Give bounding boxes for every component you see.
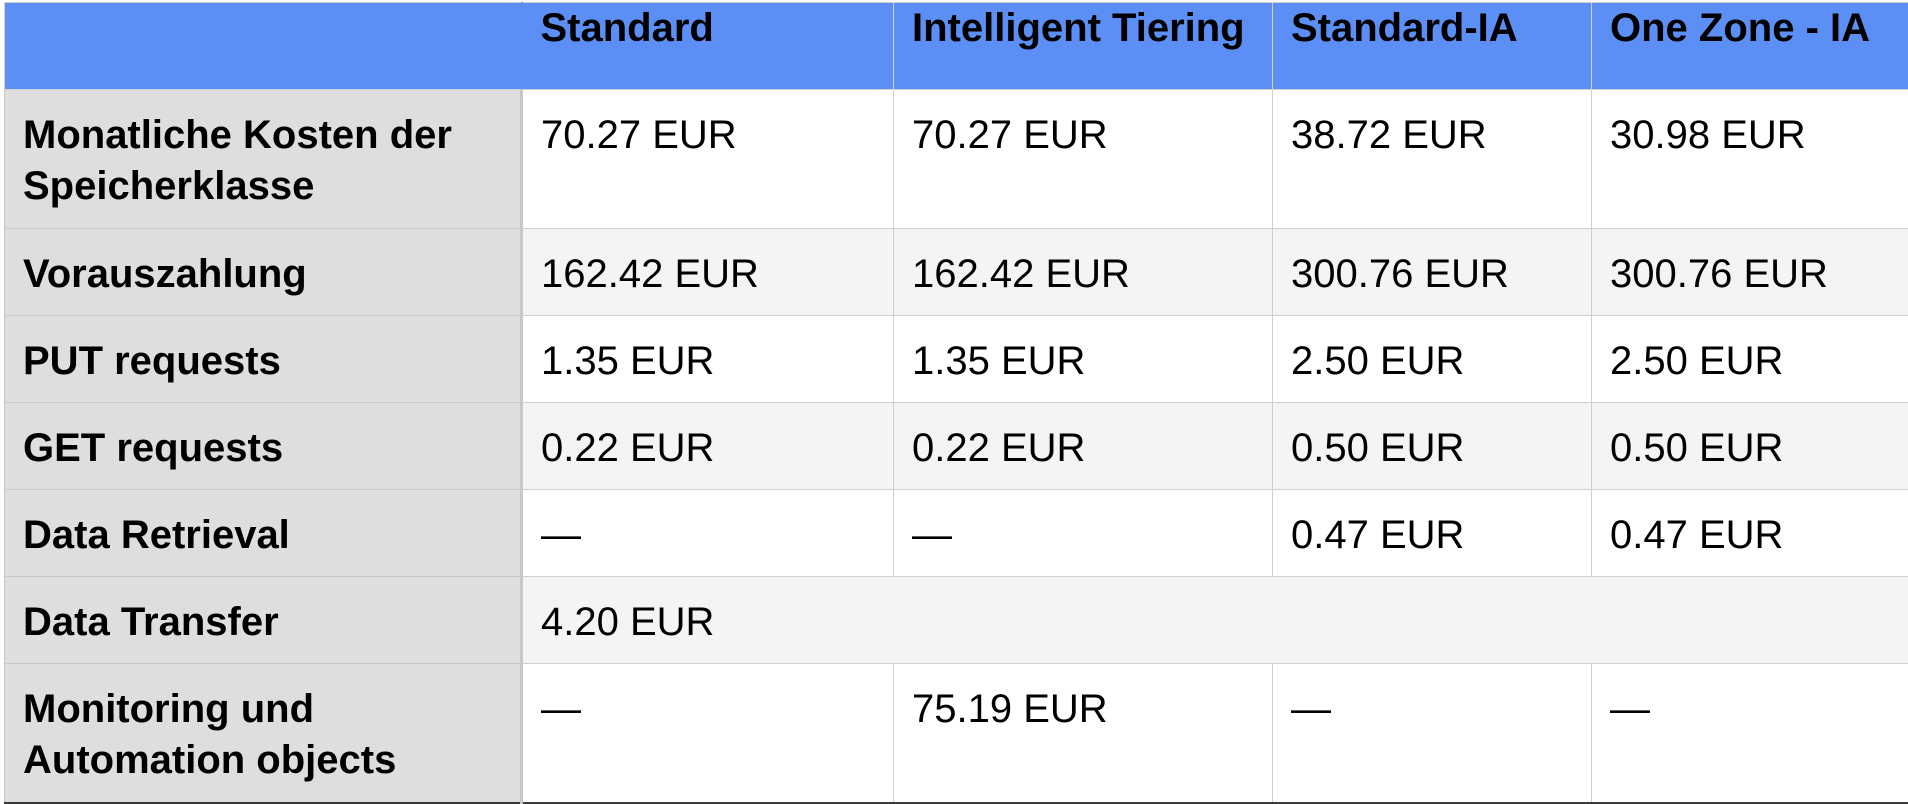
table-cell: 0.50 EUR	[1592, 403, 1908, 490]
table-cell: 2.50 EUR	[1592, 316, 1908, 403]
header-standard: Standard	[522, 3, 894, 90]
table-cell: 0.22 EUR	[894, 403, 1273, 490]
table-row: Data Retrieval — — 0.47 EUR 0.47 EUR	[5, 490, 1908, 577]
table-row: Monitoring und Automation objects — 75.1…	[5, 664, 1908, 803]
table-cell: 38.72 EUR	[1273, 90, 1592, 229]
header-corner	[5, 3, 522, 90]
table-cell: 75.19 EUR	[894, 664, 1273, 803]
table-cell: —	[1273, 664, 1592, 803]
row-label: GET requests	[5, 403, 522, 490]
table-cell: 300.76 EUR	[1273, 229, 1592, 316]
table-row: PUT requests 1.35 EUR 1.35 EUR 2.50 EUR …	[5, 316, 1908, 403]
header-one-zone-ia: One Zone - IA	[1592, 3, 1908, 90]
row-label: Monatliche Kosten der Speicherklasse	[5, 90, 522, 229]
table-cell: 0.22 EUR	[522, 403, 894, 490]
table-row: Monatliche Kosten der Speicherklasse 70.…	[5, 90, 1908, 229]
table-cell: 30.98 EUR	[1592, 90, 1908, 229]
table-cell: —	[894, 490, 1273, 577]
table-row: Data Transfer 4.20 EUR	[5, 577, 1908, 664]
table-cell-merged: 4.20 EUR	[522, 577, 1908, 664]
table-cell: 1.35 EUR	[522, 316, 894, 403]
storage-cost-table: Standard Intelligent Tiering Standard-IA…	[4, 2, 1908, 804]
table-cell: 70.27 EUR	[894, 90, 1273, 229]
header-standard-ia: Standard-IA	[1273, 3, 1592, 90]
table-cell: 0.50 EUR	[1273, 403, 1592, 490]
table-cell: 0.47 EUR	[1592, 490, 1908, 577]
table-cell: 300.76 EUR	[1592, 229, 1908, 316]
table-cell: 162.42 EUR	[522, 229, 894, 316]
row-label: Data Retrieval	[5, 490, 522, 577]
table-cell: 1.35 EUR	[894, 316, 1273, 403]
row-label: Data Transfer	[5, 577, 522, 664]
table-cell: —	[522, 490, 894, 577]
table-cell: 162.42 EUR	[894, 229, 1273, 316]
header-intelligent-tiering: Intelligent Tiering	[894, 3, 1273, 90]
table-cell: 2.50 EUR	[1273, 316, 1592, 403]
table-cell: —	[1592, 664, 1908, 803]
table-cell: —	[522, 664, 894, 803]
row-label: Vorauszahlung	[5, 229, 522, 316]
table-row: Vorauszahlung 162.42 EUR 162.42 EUR 300.…	[5, 229, 1908, 316]
header-row: Standard Intelligent Tiering Standard-IA…	[5, 3, 1908, 90]
table-cell: 0.47 EUR	[1273, 490, 1592, 577]
row-label: Monitoring und Automation objects	[5, 664, 522, 803]
table-cell: 70.27 EUR	[522, 90, 894, 229]
table-row: GET requests 0.22 EUR 0.22 EUR 0.50 EUR …	[5, 403, 1908, 490]
row-label: PUT requests	[5, 316, 522, 403]
